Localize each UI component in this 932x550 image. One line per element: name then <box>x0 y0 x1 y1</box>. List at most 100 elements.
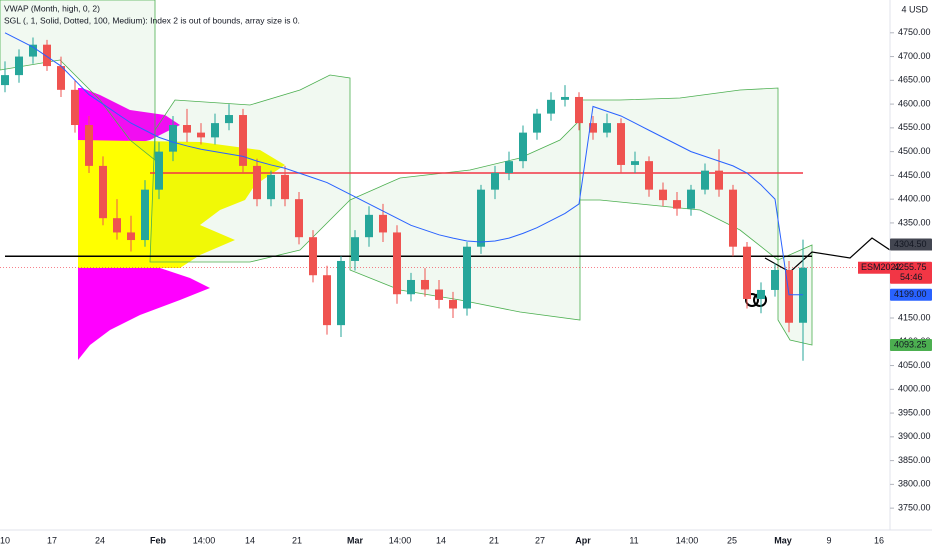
candle-body <box>785 269 793 323</box>
candle-body <box>267 174 275 200</box>
volume-profile-outer <box>78 88 210 360</box>
candle-body <box>519 132 527 162</box>
vwap-line <box>4 32 803 296</box>
candle-body <box>239 115 247 166</box>
candle-body <box>407 279 415 295</box>
candle-body <box>463 246 471 309</box>
candle-body <box>477 189 485 247</box>
candle-body <box>617 123 625 165</box>
indicator-vwap: VWAP (Month, high, 0, 2) <box>4 3 100 13</box>
candle-body <box>379 214 387 233</box>
x-tick-label: 27 <box>535 535 545 545</box>
candle-body <box>15 56 23 76</box>
candle-body <box>281 174 289 200</box>
candle-body <box>421 279 429 290</box>
candle-body <box>603 123 611 133</box>
price-label-bg <box>890 288 932 301</box>
x-tick-label: May <box>774 535 792 545</box>
candle-body <box>29 44 37 57</box>
candle-body <box>757 289 765 299</box>
price-label-bg <box>890 338 932 351</box>
candle-body <box>659 189 667 201</box>
x-tick-label: 14 <box>245 535 255 545</box>
x-tick-label: 9 <box>826 535 831 545</box>
currency: 4 USD <box>901 4 928 14</box>
y-tick-label: 4150.00 <box>898 312 931 322</box>
y-tick-label: 4600.00 <box>898 98 931 108</box>
candle-body <box>141 189 149 241</box>
candle-body <box>295 199 303 238</box>
candle-body <box>211 123 219 138</box>
candle-body <box>673 200 681 209</box>
candle-body <box>85 125 93 166</box>
candle-body <box>1 75 9 86</box>
candle-body <box>715 170 723 190</box>
candle-body <box>771 269 779 290</box>
candle-body <box>533 113 541 133</box>
y-tick-label: 3800.00 <box>898 479 931 489</box>
symbol-label: ESM2022 <box>861 262 901 272</box>
x-tick-label: 11 <box>629 535 638 545</box>
x-tick-label: 14:00 <box>676 535 699 545</box>
candle-body <box>547 99 555 114</box>
candle-body <box>57 66 65 90</box>
indicator-sgl: SGL (, 1, Solid, Dotted, 100, Medium): I… <box>4 15 300 25</box>
candle-body <box>505 161 513 174</box>
candle-body <box>561 96 569 100</box>
y-tick-label: 4550.00 <box>898 122 931 132</box>
x-tick-label: Mar <box>347 535 364 545</box>
y-tick-label: 4700.00 <box>898 51 931 61</box>
candle-body <box>337 260 345 326</box>
candle-body <box>449 299 457 309</box>
y-tick-label: 4450.00 <box>898 170 931 180</box>
symbol-label-bg <box>858 261 890 274</box>
vwap-band-feb <box>149 74 351 263</box>
y-tick-label: 4050.00 <box>898 360 931 370</box>
price-label: 4255.75 <box>894 262 927 272</box>
candle-body <box>575 96 583 124</box>
candle-body <box>589 123 597 133</box>
candle-body <box>127 232 135 241</box>
y-tick-label: 4350.00 <box>898 217 931 227</box>
candle-body <box>99 165 107 219</box>
x-tick-label: 14:00 <box>193 535 216 545</box>
vwap-band-jan <box>0 0 156 161</box>
candle-body <box>253 165 261 200</box>
x-tick-label: 10 <box>0 535 10 545</box>
x-tick-label: 17 <box>47 535 57 545</box>
candle-body <box>113 218 121 233</box>
x-tick-label: Feb <box>150 535 167 545</box>
candle-body <box>183 125 191 133</box>
signal-mark <box>745 293 759 307</box>
candle-body <box>43 44 51 67</box>
y-tick-label: 3950.00 <box>898 407 931 417</box>
x-tick-label: 21 <box>292 535 302 545</box>
candle-body <box>323 275 331 326</box>
candle-body <box>491 173 499 190</box>
x-tick-label: Apr <box>575 535 591 545</box>
x-tick-label: 25 <box>727 535 737 545</box>
x-tick-label: 14 <box>436 535 446 545</box>
candle-body <box>701 170 709 190</box>
candle-body <box>393 232 401 295</box>
y-tick-label: 4400.00 <box>898 194 931 204</box>
y-tick-label: 3750.00 <box>898 503 931 513</box>
candle-body <box>729 189 737 247</box>
candle-body <box>155 151 163 190</box>
candle-body <box>225 115 233 124</box>
y-tick-label: 4750.00 <box>898 27 931 37</box>
candle-body <box>197 132 205 138</box>
price-label: 4093.25 <box>894 339 927 349</box>
x-tick-label: 14:00 <box>389 535 412 545</box>
price-countdown: 54:46 <box>900 272 923 282</box>
x-tick-label: 24 <box>95 535 105 545</box>
vwap-band-mar <box>349 119 581 321</box>
x-tick-label: 21 <box>489 535 499 545</box>
x-tick-label: 16 <box>874 535 884 545</box>
vwap-band-apr <box>579 87 779 261</box>
y-tick-label: 3900.00 <box>898 431 931 441</box>
candle-body <box>631 161 639 165</box>
candle-body <box>743 246 751 299</box>
price-label-bg <box>890 238 932 251</box>
